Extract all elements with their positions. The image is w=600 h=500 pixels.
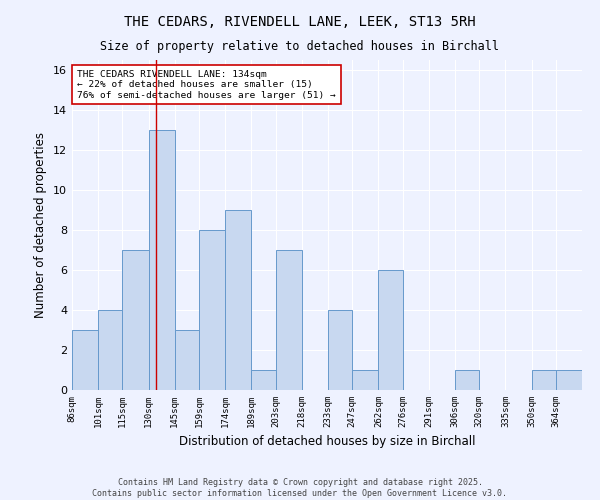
Bar	[251, 370, 275, 390]
X-axis label: Distribution of detached houses by size in Birchall: Distribution of detached houses by size …	[179, 436, 475, 448]
Bar	[122, 250, 149, 390]
Text: THE CEDARS, RIVENDELL LANE, LEEK, ST13 5RH: THE CEDARS, RIVENDELL LANE, LEEK, ST13 5…	[124, 15, 476, 29]
Text: Size of property relative to detached houses in Birchall: Size of property relative to detached ho…	[101, 40, 499, 53]
Bar	[199, 230, 225, 390]
Bar	[72, 330, 98, 390]
Text: THE CEDARS RIVENDELL LANE: 134sqm
← 22% of detached houses are smaller (15)
76% : THE CEDARS RIVENDELL LANE: 134sqm ← 22% …	[77, 70, 336, 100]
Bar	[275, 250, 302, 390]
Bar	[532, 370, 556, 390]
Text: Contains HM Land Registry data © Crown copyright and database right 2025.
Contai: Contains HM Land Registry data © Crown c…	[92, 478, 508, 498]
Y-axis label: Number of detached properties: Number of detached properties	[34, 132, 47, 318]
Bar	[225, 210, 251, 390]
Bar	[175, 330, 199, 390]
Bar	[352, 370, 379, 390]
Bar	[455, 370, 479, 390]
Bar	[379, 270, 403, 390]
Bar	[556, 370, 582, 390]
Bar	[328, 310, 352, 390]
Bar	[98, 310, 122, 390]
Bar	[149, 130, 175, 390]
